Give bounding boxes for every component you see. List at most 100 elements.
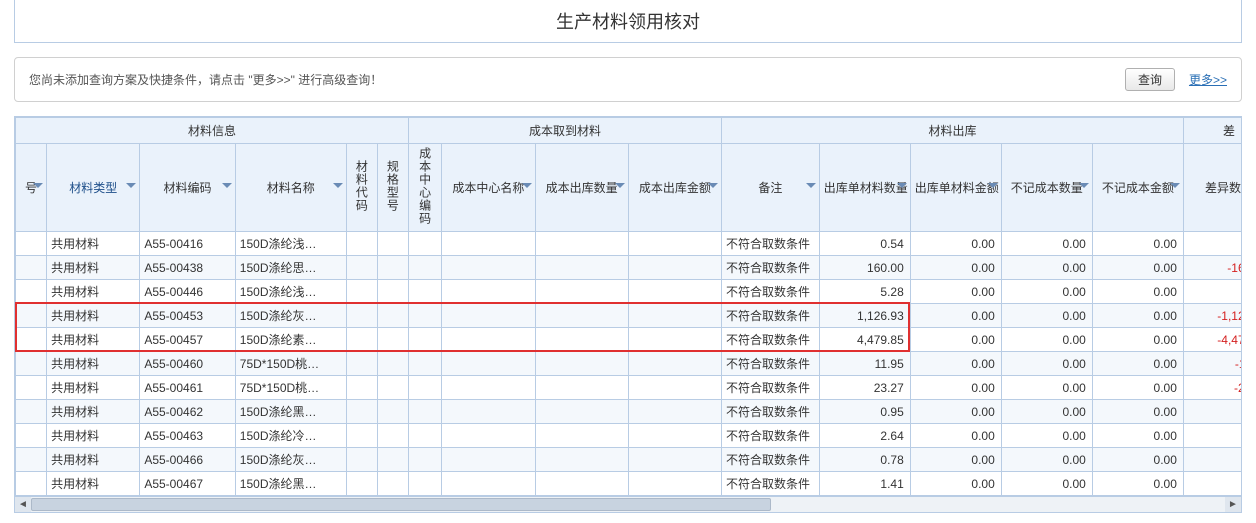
cell-type: 共用材料 [47,280,140,304]
cell-code: A55-00463 [140,424,235,448]
filter-icon[interactable] [615,183,625,193]
column-header-oamt[interactable]: 出库单材料金额 [910,144,1001,232]
filter-icon[interactable] [33,183,43,193]
filter-icon[interactable] [522,183,532,193]
cell-name: 75D*150D桃… [235,352,346,376]
table-row[interactable]: 共用材料A55-00416150D涤纶浅…不符合取数条件0.540.000.00… [16,232,1243,256]
cell-remark: 不符合取数条件 [722,472,820,496]
column-header-code[interactable]: 材料编码 [140,144,235,232]
cell-remark: 不符合取数条件 [722,424,820,448]
cell-oamt: 0.00 [910,472,1001,496]
h-scrollbar[interactable]: ◄ ► [14,497,1242,513]
column-header-ckamt[interactable]: 成本出库金额 [628,144,721,232]
cell-type: 共用材料 [47,376,140,400]
column-header-diff[interactable]: 差异数量 [1183,144,1242,232]
filter-icon[interactable] [988,183,998,193]
scroll-thumb[interactable] [31,498,771,511]
column-header-xh[interactable]: 号 [16,144,47,232]
cell-oamt: 0.00 [910,400,1001,424]
column-label: 材料编码 [164,181,212,195]
column-header-remark[interactable]: 备注 [722,144,820,232]
cell-cccode [408,256,441,280]
cell-oqty: 4,479.85 [819,328,910,352]
table-row[interactable]: 共用材料A55-00463150D涤纶冷…不符合取数条件2.640.000.00… [16,424,1243,448]
column-header-spec[interactable]: 规格型号 [377,144,408,232]
filter-icon[interactable] [126,183,136,193]
filter-icon[interactable] [1079,183,1089,193]
table-row[interactable]: 共用材料A55-00462150D涤纶黑…不符合取数条件0.950.000.00… [16,400,1243,424]
cell-name: 150D涤纶素… [235,328,346,352]
cell-spec [377,304,408,328]
cell-mcode [346,328,377,352]
filter-icon[interactable] [1170,183,1180,193]
cell-ckqty [535,472,628,496]
column-header-ncq[interactable]: 不记成本数量 [1001,144,1092,232]
cell-diff: -0.54 [1183,232,1242,256]
table-row[interactable]: 共用材料A55-0046175D*150D桃…不符合取数条件23.270.000… [16,376,1243,400]
filter-icon[interactable] [806,183,816,193]
cell-diff: -2.64 [1183,424,1242,448]
table-row[interactable]: 共用材料A55-00467150D涤纶黑…不符合取数条件1.410.000.00… [16,472,1243,496]
cell-ncq: 0.00 [1001,424,1092,448]
cell-nca: 0.00 [1092,304,1183,328]
table-row[interactable]: 共用材料A55-00446150D涤纶浅…不符合取数条件5.280.000.00… [16,280,1243,304]
page-title: 生产材料领用核对 [14,0,1242,43]
scroll-track[interactable] [31,497,1225,512]
cell-code: A55-00438 [140,256,235,280]
group-header: 材料出库 [722,118,1184,144]
column-header-oqty[interactable]: 出库单材料数量 [819,144,910,232]
cell-ckqty [535,328,628,352]
column-header-type[interactable]: 材料类型 [47,144,140,232]
cell-remark: 不符合取数条件 [722,448,820,472]
cell-cccode [408,304,441,328]
filter-icon[interactable] [333,183,343,193]
column-header-mcode[interactable]: 材料代码 [346,144,377,232]
scroll-right-arrow[interactable]: ► [1225,497,1241,512]
cell-ckamt [628,400,721,424]
table-row[interactable]: 共用材料A55-00457150D涤纶素…不符合取数条件4,479.850.00… [16,328,1243,352]
column-header-nca[interactable]: 不记成本金额 [1092,144,1183,232]
cell-nca: 0.00 [1092,400,1183,424]
filter-icon[interactable] [708,183,718,193]
cell-type: 共用材料 [47,232,140,256]
column-header-cccode[interactable]: 成本中心编码 [408,144,441,232]
cell-xh [16,352,47,376]
column-header-name[interactable]: 材料名称 [235,144,346,232]
filter-icon[interactable] [897,183,907,193]
cell-cccode [408,472,441,496]
grid-body: 共用材料A55-00416150D涤纶浅…不符合取数条件0.540.000.00… [16,232,1243,496]
cell-code: A55-00446 [140,280,235,304]
more-link[interactable]: 更多>> [1189,71,1227,88]
table-row[interactable]: 共用材料A55-0046075D*150D桃…不符合取数条件11.950.000… [16,352,1243,376]
column-label: 材料类型 [69,181,117,195]
cell-spec [377,472,408,496]
cell-spec [377,400,408,424]
group-header: 差 [1183,118,1242,144]
cell-oamt: 0.00 [910,256,1001,280]
column-label: 不记成本金额 [1102,181,1174,195]
column-label: 差异数量 [1205,181,1242,195]
filter-icon[interactable] [222,183,232,193]
cell-oqty: 160.00 [819,256,910,280]
table-row[interactable]: 共用材料A55-00453150D涤纶灰…不符合取数条件1,126.930.00… [16,304,1243,328]
cell-name: 150D涤纶浅… [235,280,346,304]
column-header-ckqty[interactable]: 成本出库数量 [535,144,628,232]
scroll-left-arrow[interactable]: ◄ [15,497,31,512]
search-button[interactable]: 查询 [1125,68,1175,91]
cell-spec [377,424,408,448]
table-row[interactable]: 共用材料A55-00466150D涤纶灰…不符合取数条件0.780.000.00… [16,448,1243,472]
cell-ckqty [535,448,628,472]
cell-name: 150D涤纶浅… [235,232,346,256]
cell-ncq: 0.00 [1001,232,1092,256]
cell-ncq: 0.00 [1001,472,1092,496]
cell-xh [16,280,47,304]
table-row[interactable]: 共用材料A55-00438150D涤纶思…不符合取数条件160.000.000.… [16,256,1243,280]
cell-diff: -0.78 [1183,448,1242,472]
column-header-ccname[interactable]: 成本中心名称 [442,144,535,232]
cell-cccode [408,424,441,448]
cell-ckamt [628,352,721,376]
cell-name: 150D涤纶冷… [235,424,346,448]
cell-name: 150D涤纶黑… [235,400,346,424]
column-label: 材料代码 [353,160,370,212]
cell-type: 共用材料 [47,472,140,496]
